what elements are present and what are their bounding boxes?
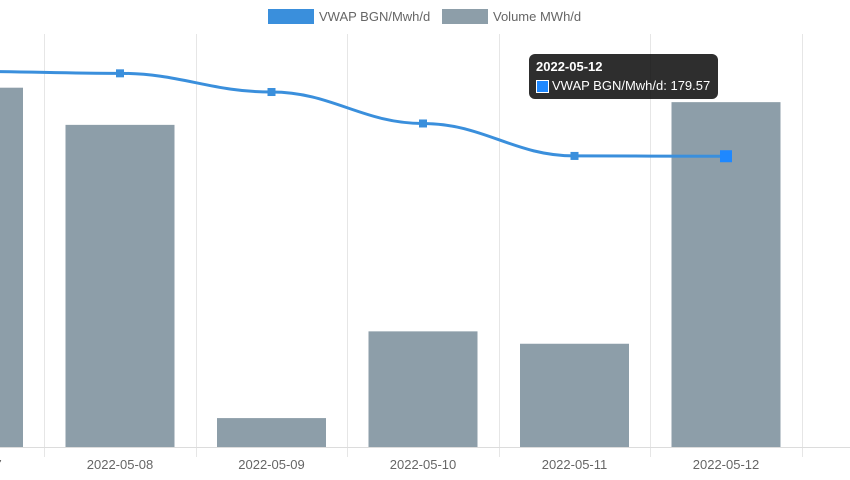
volume-bar-2022-05-09 bbox=[217, 418, 326, 447]
vwap-point-2022-05-12 bbox=[720, 150, 732, 163]
vwap-point-2022-05-10 bbox=[419, 119, 427, 128]
tooltip-row: VWAP BGN/Mwh/d: 179.57 bbox=[536, 78, 711, 94]
x-tick-label: 2022-05-12 bbox=[693, 457, 760, 472]
vwap-point-2022-05-08 bbox=[116, 69, 124, 78]
x-tick-label: 2022-05-11 bbox=[542, 457, 608, 472]
volume-bar-2022-05-07 bbox=[0, 87, 23, 447]
legend: VWAP BGN/Mwh/d Volume MWh/d bbox=[268, 9, 581, 24]
x-tick-label: 2022-05-08 bbox=[87, 457, 154, 472]
legend-label-2: Volume MWh/d bbox=[493, 9, 581, 24]
vwap-point-2022-05-11 bbox=[570, 151, 579, 160]
tooltip-title: 2022-05-12 bbox=[536, 59, 603, 74]
chart-tooltip: 2022-05-12 VWAP BGN/Mwh/d: 179.57 bbox=[529, 54, 718, 99]
volume-bar-2022-05-08 bbox=[65, 124, 175, 448]
tooltip-label: VWAP BGN/Mwh/d: 179.57 bbox=[552, 78, 711, 93]
x-tick-label: 2022-05-07 bbox=[0, 457, 2, 472]
vwap-line bbox=[0, 70, 727, 158]
x-axis: 2022-05-07 2022-05-08 2022-05-09 2022-05-10… bbox=[0, 447, 850, 472]
vwap-point-2022-05-09 bbox=[267, 88, 276, 97]
legend-swatch-1 bbox=[268, 9, 314, 24]
x-tick-label: 2022-05-10 bbox=[390, 457, 457, 472]
vwap-line-series bbox=[0, 69, 732, 163]
volume-bar-2022-05-11 bbox=[520, 343, 629, 447]
tooltip-color-swatch bbox=[536, 79, 549, 93]
volume-bar-2022-05-10 bbox=[368, 331, 478, 447]
vertical-gridlines bbox=[44, 34, 803, 457]
legend-swatch-2 bbox=[442, 9, 488, 24]
x-tick-label: 2022-05-09 bbox=[238, 457, 305, 472]
volume-bars bbox=[0, 87, 781, 448]
legend-label-1: VWAP BGN/Mwh/d bbox=[319, 9, 430, 24]
